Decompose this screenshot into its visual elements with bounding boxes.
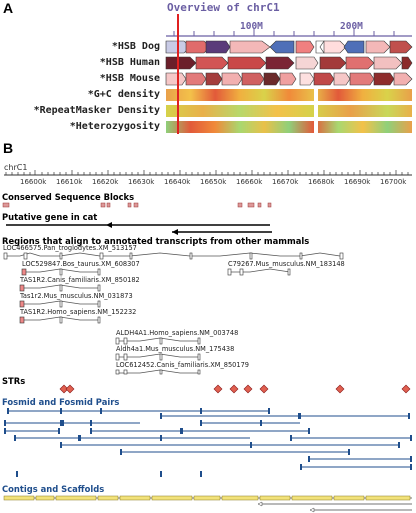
overview-tracks (165, 40, 413, 133)
transcript-label-1: LOC529847.Bos_taurus.XM_608307 (22, 260, 140, 268)
panel-a: A Overview of chrC1 100M 200M *HSB Dog *… (0, 0, 416, 138)
fosmid-label: Fosmid and Fosmid Pairs (2, 397, 120, 407)
conserved-blocks-label: Conserved Sequence Blocks (2, 192, 135, 202)
overview-title: Overview of chrC1 (167, 1, 280, 14)
strs-label: STRs (2, 376, 26, 386)
hsb-human-track (165, 56, 413, 70)
contigs-label: Contigs and Scaffolds (2, 484, 105, 494)
coordinate-ruler (4, 170, 412, 176)
transcript-models (3, 252, 344, 375)
track-label-gc: *G+C density (87, 89, 160, 100)
transcript-label-8: LOC612452.Canis_familiaris.XM_850179 (116, 361, 249, 369)
tick-200m: 200M (340, 21, 363, 32)
putative-gene-label: Putative gene in cat (2, 212, 98, 222)
tick-16640k: 16640k (164, 178, 191, 186)
panel-a-letter: A (3, 0, 14, 16)
track-label-hsb-mouse: *HSB Mouse (99, 73, 160, 84)
tick-16650k: 16650k (200, 178, 227, 186)
track-label-repeatmasker: *RepeatMasker Density (33, 105, 160, 116)
transcript-label-7: Aldh4a1.Mus_musculus.NM_175438 (116, 345, 235, 353)
tick-16700k: 16700k (380, 178, 407, 186)
transcript-label-3: TAS1R2.Canis_familiaris.XM_850182 (20, 276, 140, 284)
hsb-dog-track (165, 40, 413, 54)
track-label-hsb-human: *HSB Human (99, 57, 160, 68)
transcript-label-2: C79267.Mus_musculus.NM_183148 (228, 260, 345, 268)
regions-label: Regions that align to annotated transcri… (2, 236, 310, 246)
tick-16620k: 16620k (92, 178, 119, 186)
gc-density-track (166, 89, 412, 101)
contigs-track (3, 495, 412, 513)
transcript-label-6: ALDH4A1.Homo_sapiens.NM_003748 (116, 329, 239, 337)
transcript-label-4: Tas1r2.Mus_musculus.NM_031873 (20, 292, 133, 300)
transcript-label-0: LOC466575.Pan_troglodytes.XM_513157 (3, 244, 137, 252)
track-label-heterozygosity: *Heterozygosity (69, 121, 160, 132)
position-marker[interactable] (177, 14, 179, 134)
tick-100m: 100M (240, 21, 263, 32)
tick-16600k: 16600k (20, 178, 47, 186)
track-label-hsb-dog: *HSB Dog (111, 41, 160, 52)
panel-b-letter: B (3, 140, 14, 156)
tick-16660k: 16660k (236, 178, 263, 186)
tick-16670k: 16670k (272, 178, 299, 186)
fosmid-track (4, 408, 412, 477)
heterozygosity-track (166, 121, 412, 133)
transcript-label-5: TAS1R2.Homo_sapiens.NM_152232 (20, 308, 137, 316)
overview-ruler (166, 28, 412, 37)
tick-16610k: 16610k (56, 178, 83, 186)
putative-gene-track (6, 222, 272, 235)
tick-16690k: 16690k (344, 178, 371, 186)
panel-b: B chrC1 16600k 16610k 16620k 16630k 1664… (0, 140, 416, 513)
conserved-blocks-track (2, 202, 272, 208)
chrom-label: chrC1 (4, 163, 28, 172)
tick-16680k: 16680k (308, 178, 335, 186)
repeatmasker-track (166, 105, 412, 117)
tick-16630k: 16630k (128, 178, 155, 186)
hsb-mouse-track (165, 72, 413, 86)
strs-track (59, 384, 411, 394)
